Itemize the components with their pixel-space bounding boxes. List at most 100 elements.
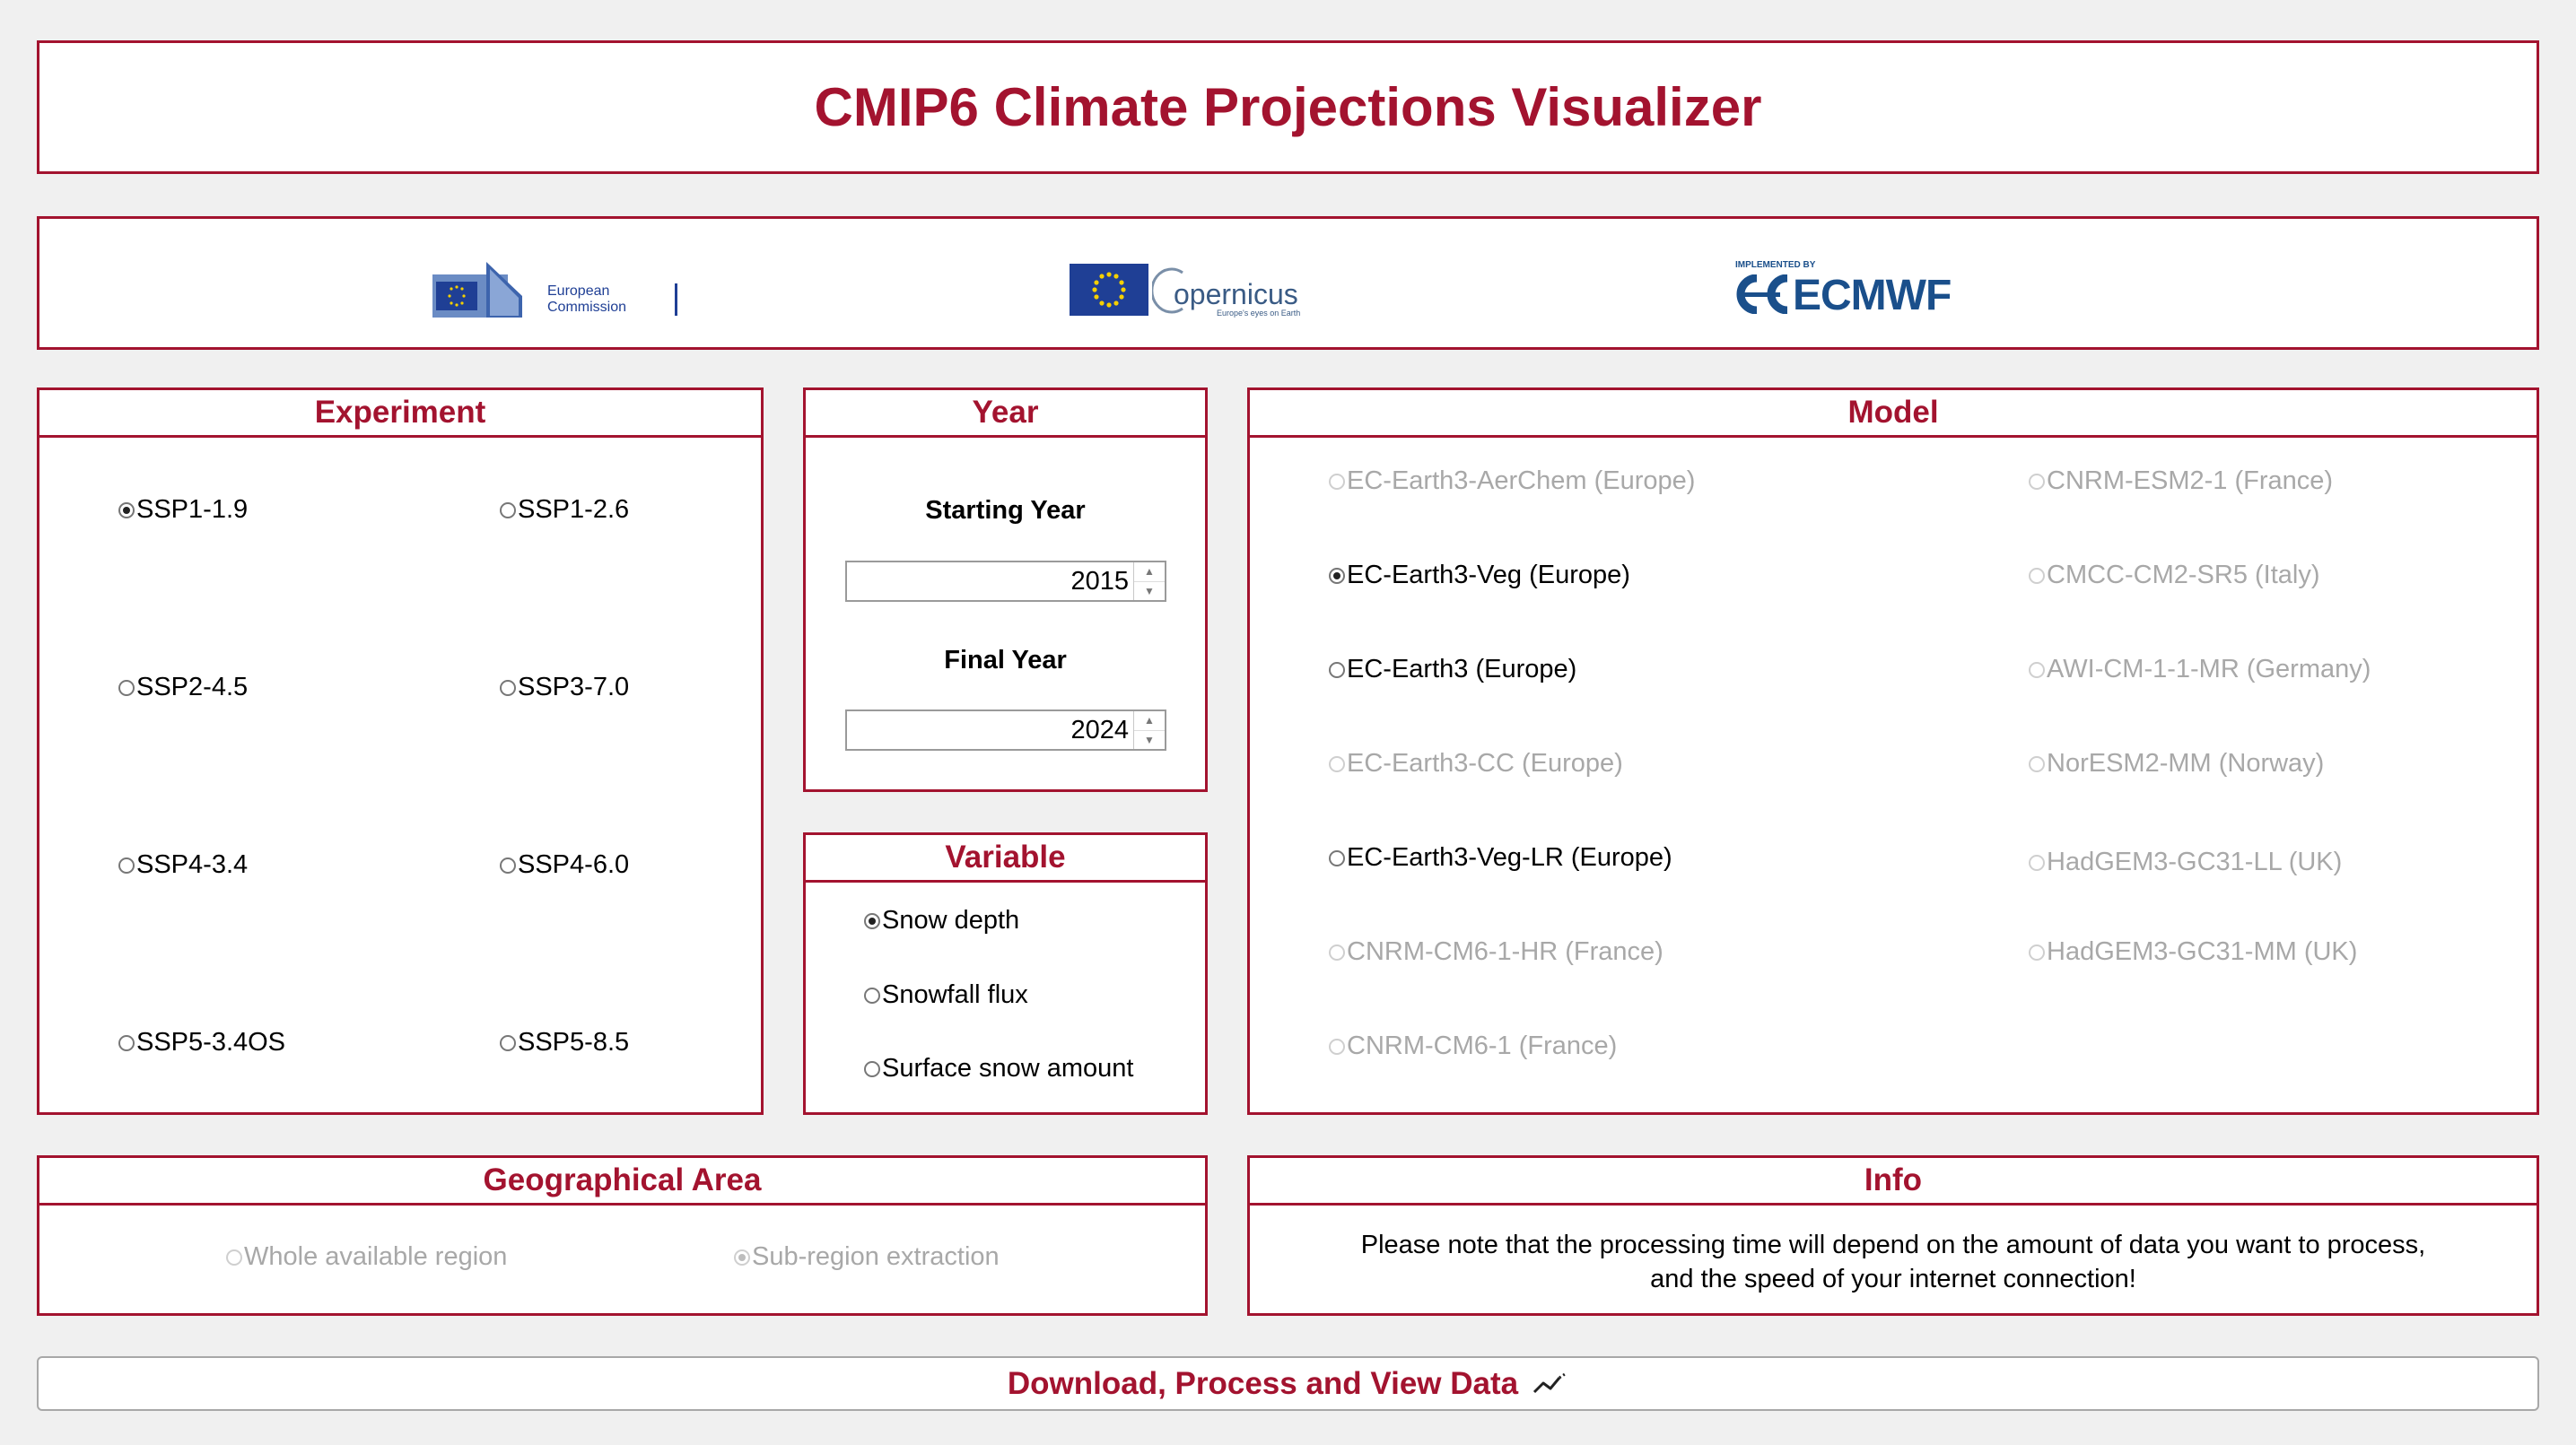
model-option-awi-cm-1-1-mr[interactable]: AWI-CM-1-1-MR (Germany)	[2029, 655, 2371, 684]
model-option-cmcc-cm2-sr5[interactable]: CMCC-CM2-SR5 (Italy)	[2029, 561, 2320, 590]
radio-indicator[interactable]	[2029, 755, 2045, 772]
model-option-ec-earth3-aerchem[interactable]: EC-Earth3-AerChem (Europe)	[1329, 466, 1695, 496]
download-button-label: Download, Process and View Data	[1007, 1365, 1519, 1401]
radio-indicator[interactable]	[118, 501, 135, 518]
radio-indicator[interactable]	[118, 1034, 135, 1051]
radio-label: Surface snow amount	[882, 1054, 1134, 1083]
radio-label: CNRM-CM6-1-HR (France)	[1347, 937, 1663, 966]
model-panel: Model EC-Earth3-AerChem (Europe) CNRM-ES…	[1247, 387, 2539, 1115]
radio-label: HadGEM3-GC31-MM (UK)	[2047, 937, 2358, 966]
model-title: Model	[1250, 390, 2537, 438]
radio-indicator[interactable]	[2029, 661, 2045, 678]
radio-indicator[interactable]	[864, 987, 880, 1004]
radio-label: EC-Earth3 (Europe)	[1347, 655, 1577, 683]
model-option-ec-earth3[interactable]: EC-Earth3 (Europe)	[1329, 655, 1576, 684]
geo-option-sub-region[interactable]: Sub-region extraction	[734, 1242, 1000, 1272]
experiment-option-ssp2-45[interactable]: SSP2-4.5	[118, 673, 248, 702]
radio-label: SSP3-7.0	[518, 673, 630, 701]
radio-label: EC-Earth3-AerChem (Europe)	[1347, 466, 1696, 495]
line-chart-icon	[1533, 1372, 1566, 1393]
model-option-cnrm-cm6-1-hr[interactable]: CNRM-CM6-1-HR (France)	[1329, 937, 1663, 967]
radio-indicator[interactable]	[2029, 567, 2045, 584]
ecmwf-logo: IMPLEMENTED BY ECMWF	[1732, 260, 1983, 323]
radio-indicator[interactable]	[1329, 473, 1345, 490]
radio-label: NorESM2-MM (Norway)	[2047, 749, 2325, 778]
experiment-option-ssp3-70[interactable]: SSP3-7.0	[500, 673, 629, 702]
model-option-cnrm-esm2-1[interactable]: CNRM-ESM2-1 (France)	[2029, 466, 2333, 496]
ecmwf-implemented-by: IMPLEMENTED BY	[1735, 260, 1816, 270]
radio-indicator[interactable]	[864, 912, 880, 929]
radio-indicator[interactable]	[2029, 473, 2045, 490]
model-option-noresm2-mm[interactable]: NorESM2-MM (Norway)	[2029, 749, 2324, 779]
radio-indicator[interactable]	[734, 1249, 750, 1266]
starting-year-label: Starting Year	[925, 496, 1086, 525]
radio-label: EC-Earth3-CC (Europe)	[1347, 749, 1623, 778]
radio-label: HadGEM3-GC31-LL (UK)	[2047, 848, 2343, 876]
stepper-down-icon[interactable]: ▼	[1144, 584, 1155, 597]
radio-label: SSP4-6.0	[518, 850, 630, 879]
radio-indicator[interactable]	[118, 857, 135, 874]
radio-indicator[interactable]	[500, 501, 516, 518]
variable-option-snow-depth[interactable]: Snow depth	[864, 906, 1019, 936]
radio-indicator[interactable]	[1329, 1038, 1345, 1055]
download-process-view-button[interactable]: Download, Process and View Data	[37, 1356, 2539, 1411]
model-option-hadgem3-gc31-mm[interactable]: HadGEM3-GC31-MM (UK)	[2029, 937, 2357, 967]
final-year-value: 2024	[1070, 715, 1129, 744]
variable-option-snowfall-flux[interactable]: Snowfall flux	[864, 980, 1028, 1010]
model-option-hadgem3-gc31-ll[interactable]: HadGEM3-GC31-LL (UK)	[2029, 848, 2342, 877]
radio-indicator[interactable]	[2029, 854, 2045, 871]
final-year-input[interactable]: 2024 ▲ ▼	[845, 709, 1166, 751]
final-year-label: Final Year	[944, 646, 1067, 675]
starting-year-stepper[interactable]: ▲ ▼	[1133, 562, 1165, 600]
experiment-option-ssp5-34os[interactable]: SSP5-3.4OS	[118, 1028, 285, 1058]
radio-indicator[interactable]	[864, 1060, 880, 1077]
radio-label: CNRM-ESM2-1 (France)	[2047, 466, 2334, 495]
ec-line1: European	[547, 283, 610, 299]
geo-option-whole-region[interactable]: Whole available region	[226, 1242, 507, 1272]
radio-label: SSP1-1.9	[136, 495, 249, 524]
starting-year-input[interactable]: 2015 ▲ ▼	[845, 561, 1166, 602]
radio-indicator[interactable]	[118, 679, 135, 696]
radio-indicator[interactable]	[226, 1249, 242, 1266]
stepper-down-icon[interactable]: ▼	[1144, 733, 1155, 746]
radio-label: Snow depth	[882, 906, 1020, 935]
radio-indicator[interactable]	[1329, 755, 1345, 772]
radio-indicator[interactable]	[1329, 567, 1345, 584]
radio-label: SSP4-3.4	[136, 850, 249, 879]
experiment-option-ssp5-85[interactable]: SSP5-8.5	[500, 1028, 629, 1058]
radio-indicator[interactable]	[1329, 849, 1345, 866]
experiment-option-ssp1-19[interactable]: SSP1-1.9	[118, 495, 248, 525]
final-year-stepper[interactable]: ▲ ▼	[1133, 711, 1165, 749]
radio-indicator[interactable]	[2029, 944, 2045, 961]
eu-flag-icon	[1070, 264, 1148, 316]
radio-label: SSP5-3.4OS	[136, 1028, 286, 1057]
experiment-option-ssp4-60[interactable]: SSP4-6.0	[500, 850, 629, 880]
model-option-ec-earth3-veg-lr[interactable]: EC-Earth3-Veg-LR (Europe)	[1329, 843, 1672, 873]
info-line-1: Please note that the processing time wil…	[1360, 1231, 2426, 1259]
radio-indicator[interactable]	[500, 857, 516, 874]
radio-label: EC-Earth3-Veg-LR (Europe)	[1347, 843, 1672, 872]
radio-indicator[interactable]	[1329, 661, 1345, 678]
variable-title: Variable	[806, 835, 1205, 883]
info-message: Please note that the processing time wil…	[1250, 1228, 2537, 1296]
radio-label: Whole available region	[244, 1242, 508, 1271]
experiment-option-ssp1-26[interactable]: SSP1-2.6	[500, 495, 629, 525]
stepper-up-icon[interactable]: ▲	[1134, 562, 1165, 582]
european-commission-logo: European Commission	[432, 262, 684, 319]
model-option-ec-earth3-cc[interactable]: EC-Earth3-CC (Europe)	[1329, 749, 1623, 779]
model-option-cnrm-cm6-1[interactable]: CNRM-CM6-1 (France)	[1329, 1032, 1617, 1061]
radio-label: SSP1-2.6	[518, 495, 630, 524]
stepper-up-icon[interactable]: ▲	[1134, 711, 1165, 731]
info-title: Info	[1250, 1158, 2537, 1206]
experiment-option-ssp4-34[interactable]: SSP4-3.4	[118, 850, 248, 880]
radio-indicator[interactable]	[500, 679, 516, 696]
model-option-ec-earth3-veg[interactable]: EC-Earth3-Veg (Europe)	[1329, 561, 1630, 590]
radio-indicator[interactable]	[1329, 944, 1345, 961]
radio-label: Snowfall flux	[882, 980, 1028, 1009]
copernicus-wordmark: opernicus	[1174, 278, 1298, 310]
radio-label: CMCC-CM2-SR5 (Italy)	[2047, 561, 2320, 589]
variable-option-surface-snow-amount[interactable]: Surface snow amount	[864, 1054, 1133, 1084]
radio-indicator[interactable]	[500, 1034, 516, 1051]
ec-wordmark: European Commission	[547, 283, 626, 316]
starting-year-value: 2015	[1070, 566, 1129, 596]
